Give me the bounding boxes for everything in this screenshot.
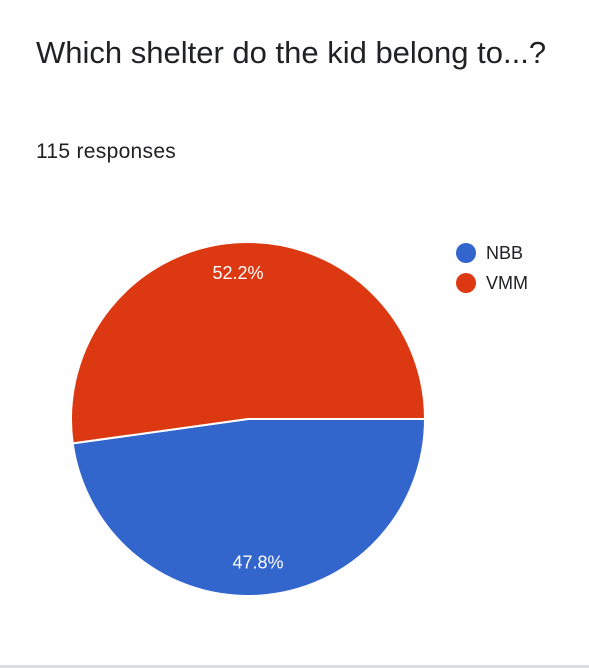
legend-swatch-nbb bbox=[456, 243, 476, 263]
slice-label-nbb: 47.8% bbox=[232, 553, 283, 573]
legend-swatch-vmm bbox=[456, 273, 476, 293]
pie-slice-nbb[interactable] bbox=[71, 418, 427, 597]
legend-item-nbb[interactable]: NBB bbox=[456, 238, 528, 268]
chart-legend: NBB VMM bbox=[456, 238, 528, 298]
legend-item-vmm[interactable]: VMM bbox=[456, 268, 528, 298]
pie-slice-vmm[interactable] bbox=[70, 241, 427, 445]
legend-label-vmm: VMM bbox=[486, 272, 528, 293]
response-count: 115 responses bbox=[36, 140, 177, 163]
question-title: Which shelter do the kid belong to...? bbox=[36, 35, 547, 70]
legend-label-nbb: NBB bbox=[486, 242, 524, 263]
divider bbox=[0, 665, 589, 668]
slice-label-vmm: 52.2% bbox=[212, 263, 263, 283]
